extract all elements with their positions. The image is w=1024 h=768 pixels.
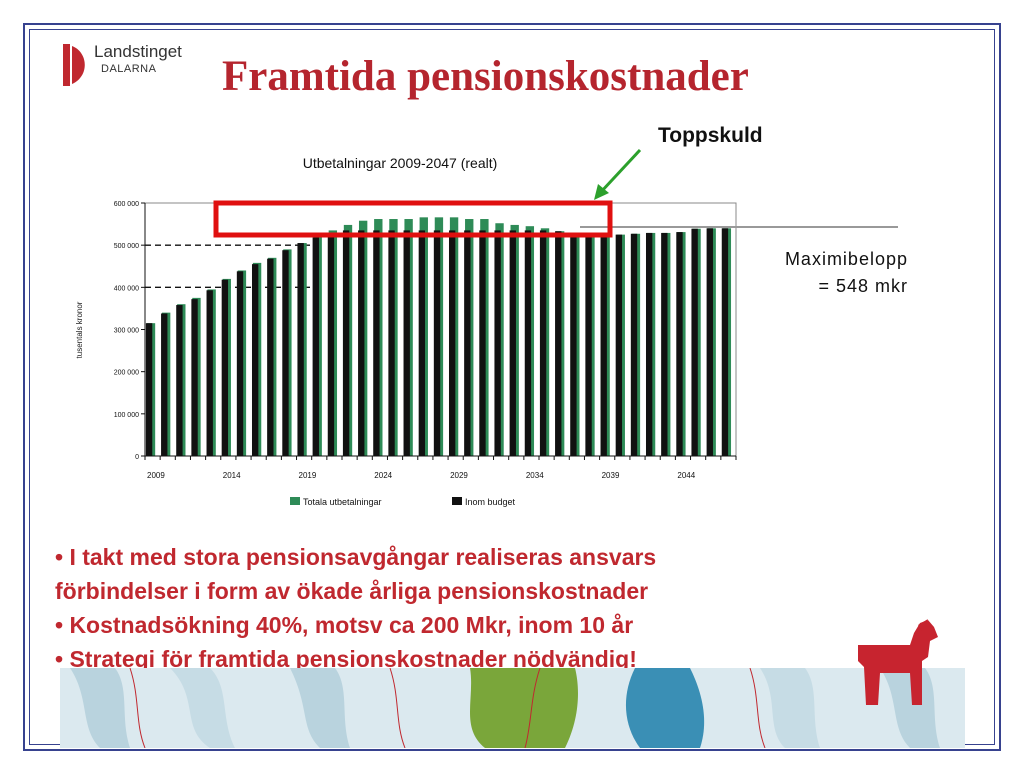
legend-swatch-totala: [290, 497, 300, 505]
bullet-line: • Strategi för framtida pensionskostnade…: [55, 646, 637, 672]
bar-inom-budget: [433, 230, 441, 456]
slide-title: Framtida pensionskostnader: [222, 53, 749, 100]
bar-inom-budget: [630, 233, 638, 456]
slide-frame-outer: [23, 23, 1001, 751]
bar-inom-budget: [676, 232, 683, 456]
bar-inom-budget: [176, 305, 183, 456]
y-tick-label: 0: [135, 454, 139, 461]
bullet-line: • I takt med stora pensionsavgångar real…: [55, 544, 657, 570]
bar-inom-budget: [312, 237, 319, 456]
toppskuld-arrowhead-icon: [594, 184, 609, 200]
y-tick-label: 400 000: [114, 285, 139, 292]
maximibelopp-value: = 548 mkr: [818, 276, 908, 296]
x-tick-label: 2014: [223, 471, 241, 480]
landstinget-logo: Landstinget DALARNA: [60, 42, 200, 92]
legend-label-inom: Inom budget: [465, 497, 516, 507]
bar-inom-budget: [448, 230, 456, 456]
bullet-list: • I takt med stora pensionsavgångar real…: [55, 540, 835, 676]
bar-inom-budget: [721, 228, 729, 456]
bar-inom-budget: [282, 250, 289, 456]
bar-inom-budget: [524, 230, 532, 456]
bar-inom-budget: [661, 232, 668, 456]
bar-inom-budget: [236, 271, 244, 456]
bar-inom-budget: [373, 230, 380, 456]
bullet-line: • Kostnadsökning 40%, motsv ca 200 Mkr, …: [55, 612, 634, 638]
bar-inom-budget: [358, 230, 365, 456]
y-axis-label: tusentals kronor: [75, 301, 84, 358]
x-tick-label: 2024: [374, 471, 392, 480]
bar-inom-budget: [509, 230, 516, 456]
bar-inom-budget: [555, 231, 562, 456]
chart-legend: Totala utbetalningar Inom budget: [290, 497, 516, 507]
bar-inom-budget: [570, 232, 577, 456]
logo-mark-icon: [63, 44, 85, 86]
bullet-line: förbindelser i form av ökade årliga pens…: [55, 578, 649, 604]
bar-inom-budget: [161, 313, 168, 456]
y-tick-label: 100 000: [114, 412, 139, 419]
chart-title: Utbetalningar 2009-2047 (realt): [303, 155, 498, 171]
x-tick-label: 2039: [602, 471, 620, 480]
bar-inom-budget: [342, 230, 350, 456]
bar-inom-budget: [585, 232, 592, 456]
bar-inom-budget: [464, 230, 471, 456]
x-tick-label: 2029: [450, 471, 468, 480]
bar-inom-budget: [191, 299, 198, 456]
legend-swatch-inom: [452, 497, 462, 505]
bar-inom-budget: [706, 228, 713, 456]
toppskuld-highlight-box: [213, 200, 613, 238]
bar-inom-budget: [145, 323, 153, 456]
x-tick-label: 2019: [299, 471, 317, 480]
bar-inom-budget: [691, 228, 698, 456]
toppskuld-arrow-icon: [598, 148, 642, 195]
maximibelopp-label: Maximibelopp: [785, 249, 908, 269]
x-tick-label: 2009: [147, 471, 165, 480]
bar-inom-budget: [221, 279, 229, 456]
bar-inom-budget: [251, 264, 259, 456]
x-tick-label: 2044: [677, 471, 695, 480]
bar-inom-budget: [645, 232, 653, 456]
bar-inom-budget: [206, 290, 213, 456]
dala-horse-icon: [858, 619, 938, 705]
legend-label-totala: Totala utbetalningar: [303, 497, 382, 507]
bar-inom-budget: [388, 230, 395, 456]
y-tick-label: 500 000: [114, 243, 139, 250]
bar-inom-budget: [539, 230, 547, 456]
logo-text-line1: Landstinget: [94, 42, 182, 61]
bar-inom-budget: [327, 232, 335, 456]
bar-inom-budget: [479, 230, 486, 456]
logo-text-line2: DALARNA: [101, 63, 157, 75]
bar-inom-budget: [267, 258, 274, 456]
bar-inom-budget: [403, 230, 410, 456]
y-tick-label: 600 000: [114, 201, 139, 208]
bar-inom-budget: [600, 233, 607, 456]
y-tick-label: 200 000: [114, 370, 139, 377]
decorative-banner: [60, 668, 965, 748]
bar-inom-budget: [615, 234, 623, 456]
y-tick-label: 300 000: [114, 328, 139, 335]
pension-chart: Utbetalningar 2009-2047 (realt) tusental…: [75, 124, 908, 507]
bar-inom-budget: [297, 243, 304, 456]
bar-inom-budget: [418, 230, 426, 456]
bar-inom-budget: [494, 230, 501, 456]
toppskuld-label: Toppskuld: [658, 124, 763, 147]
x-tick-label: 2034: [526, 471, 544, 480]
